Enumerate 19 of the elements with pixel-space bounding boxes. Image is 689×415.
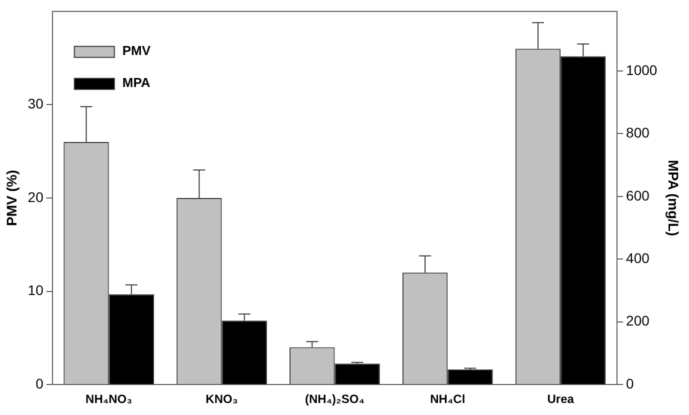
x-tick-label: NH₄Cl <box>430 392 466 406</box>
x-tick-label: NH₄NO₃ <box>86 392 132 406</box>
y-axis-title: PMV (%) <box>3 170 20 226</box>
y2-tick-label: 800 <box>626 124 650 141</box>
y2-tick-label: 0 <box>626 375 634 392</box>
y-tick-label: 0 <box>36 375 44 392</box>
y-tick-label: 10 <box>28 282 44 298</box>
y2-axis-title: MPA (mg/L) <box>666 160 682 236</box>
y2-tick-label: 200 <box>626 312 650 329</box>
y2-tick-label: 600 <box>626 187 650 204</box>
y2-tick-label: 400 <box>626 250 650 266</box>
y-tick-label: 20 <box>28 188 44 205</box>
x-tick-label: KNO₃ <box>206 392 238 406</box>
y-tick-label: 30 <box>28 96 44 112</box>
x-tick-label: Urea <box>547 392 574 406</box>
x-tick-label: (NH₄)₂SO₄ <box>304 392 365 406</box>
legend-label: PMV <box>122 42 151 58</box>
legend-label: MPA <box>122 74 151 90</box>
y2-tick-label: 1000 <box>626 62 658 78</box>
